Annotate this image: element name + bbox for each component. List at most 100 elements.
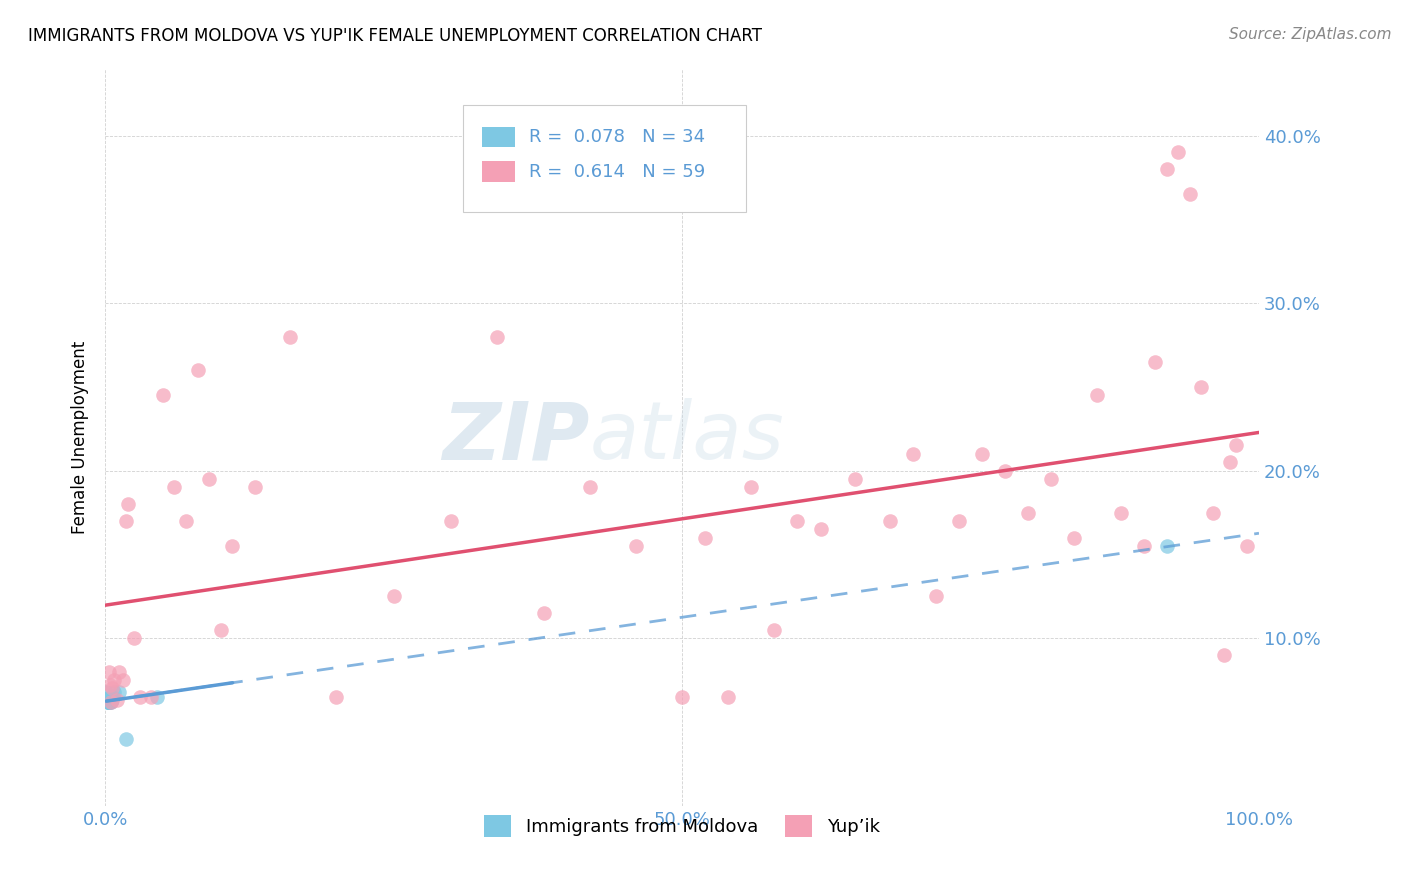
Point: [103, 690, 125, 704]
Point: [103, 685, 125, 699]
Point: [1156, 162, 1178, 177]
Point: [786, 514, 808, 528]
Point: [382, 589, 405, 603]
Point: [245, 480, 267, 494]
Text: Source: ZipAtlas.com: Source: ZipAtlas.com: [1229, 27, 1392, 42]
Point: [578, 480, 600, 494]
Point: [108, 685, 131, 699]
Point: [844, 472, 866, 486]
Point: [1087, 388, 1109, 402]
Point: [146, 690, 169, 704]
Point: [1178, 187, 1201, 202]
Point: [96, 695, 118, 709]
Point: [1167, 145, 1189, 160]
Point: [97, 691, 120, 706]
Point: [97, 665, 120, 679]
Point: [810, 522, 832, 536]
Point: [948, 514, 970, 528]
Point: [174, 514, 197, 528]
Point: [325, 690, 347, 704]
Point: [1063, 531, 1085, 545]
Point: [209, 623, 232, 637]
Point: [98, 690, 121, 704]
FancyBboxPatch shape: [482, 127, 515, 147]
Point: [97, 693, 120, 707]
Point: [1236, 539, 1258, 553]
Point: [141, 690, 163, 704]
Y-axis label: Female Unemployment: Female Unemployment: [72, 341, 89, 533]
Point: [105, 693, 128, 707]
Point: [97, 695, 120, 709]
Point: [740, 480, 762, 494]
Point: [221, 539, 243, 553]
Point: [152, 388, 174, 402]
Point: [108, 665, 131, 679]
Point: [925, 589, 948, 603]
Point: [117, 497, 139, 511]
Point: [115, 731, 138, 746]
Point: [96, 695, 118, 709]
Point: [96, 695, 118, 709]
Point: [100, 693, 122, 707]
Point: [97, 693, 120, 707]
FancyBboxPatch shape: [463, 105, 745, 212]
Point: [879, 514, 901, 528]
FancyBboxPatch shape: [482, 161, 515, 182]
Point: [97, 693, 120, 707]
Point: [103, 673, 125, 687]
Point: [163, 480, 186, 494]
Point: [96, 693, 118, 707]
Point: [440, 514, 463, 528]
Point: [115, 514, 138, 528]
Point: [1017, 506, 1039, 520]
Point: [1225, 438, 1247, 452]
Point: [1156, 539, 1178, 553]
Text: R =  0.078   N = 34: R = 0.078 N = 34: [529, 128, 704, 146]
Point: [96, 693, 118, 707]
Point: [111, 673, 134, 687]
Point: [717, 690, 740, 704]
Point: [97, 695, 120, 709]
Point: [994, 464, 1017, 478]
Point: [278, 329, 301, 343]
Point: [1132, 539, 1154, 553]
Point: [98, 678, 121, 692]
Point: [96, 693, 118, 707]
Point: [1109, 506, 1132, 520]
Point: [96, 685, 118, 699]
Point: [486, 329, 509, 343]
Point: [101, 693, 124, 707]
Text: ZIP: ZIP: [443, 398, 589, 476]
Text: IMMIGRANTS FROM MOLDOVA VS YUP'IK FEMALE UNEMPLOYMENT CORRELATION CHART: IMMIGRANTS FROM MOLDOVA VS YUP'IK FEMALE…: [28, 27, 762, 45]
Point: [97, 693, 120, 707]
Point: [1219, 455, 1241, 469]
Point: [96, 693, 118, 707]
Point: [101, 681, 124, 696]
Point: [1144, 355, 1167, 369]
Point: [100, 695, 122, 709]
Text: atlas: atlas: [589, 398, 785, 476]
Point: [122, 631, 145, 645]
Point: [1202, 506, 1225, 520]
Point: [128, 690, 150, 704]
Point: [533, 606, 555, 620]
Point: [100, 695, 122, 709]
Point: [763, 623, 786, 637]
Point: [1040, 472, 1063, 486]
Point: [1189, 380, 1212, 394]
Point: [97, 693, 120, 707]
Point: [901, 447, 924, 461]
Point: [97, 691, 120, 706]
Point: [695, 531, 717, 545]
Legend: Immigrants from Moldova, Yup’ik: Immigrants from Moldova, Yup’ik: [477, 808, 887, 845]
Point: [1213, 648, 1236, 662]
Point: [671, 690, 693, 704]
Point: [98, 693, 121, 707]
Point: [98, 690, 121, 704]
Point: [97, 693, 120, 707]
Point: [198, 472, 221, 486]
Point: [624, 539, 647, 553]
Point: [97, 695, 120, 709]
Text: R =  0.614   N = 59: R = 0.614 N = 59: [529, 162, 704, 181]
Point: [100, 690, 122, 704]
